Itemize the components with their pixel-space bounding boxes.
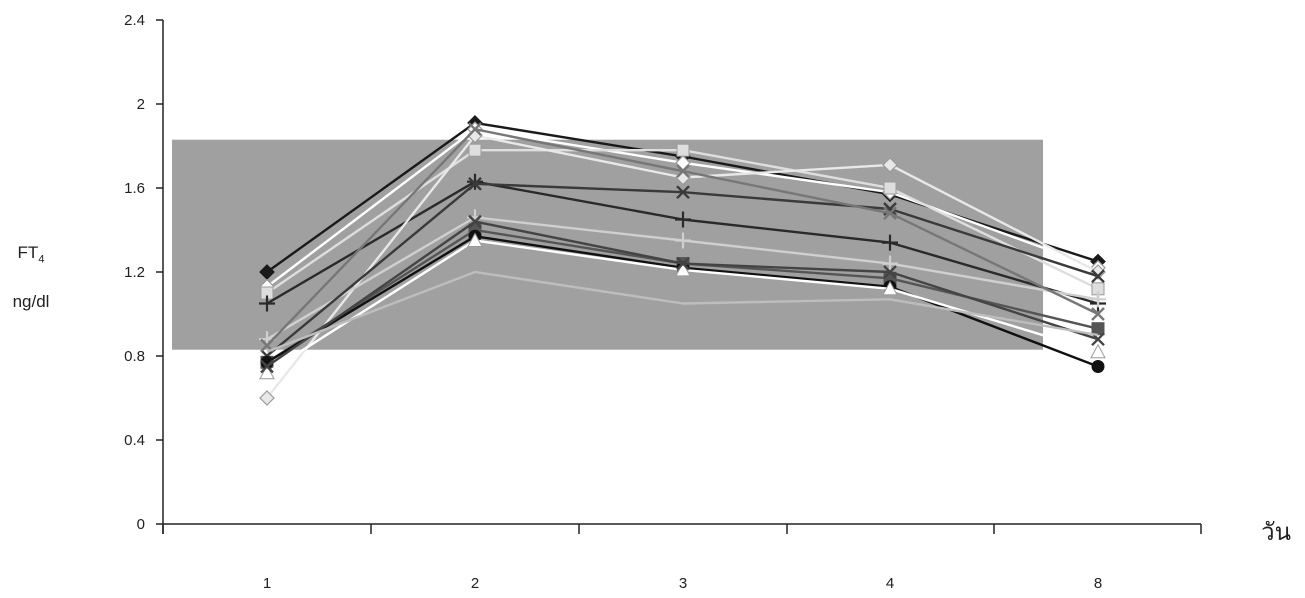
data-point [259,295,275,312]
y-tick-label: 0.4 [124,432,145,449]
data-point [467,232,483,247]
data-point [882,157,898,173]
data-point [675,211,691,228]
y-axis-label-ft4: FT4 [0,243,62,265]
data-point [675,261,691,277]
axes: 0 0.4 0.8 1.2 1.6 2 2.4 1 2 3 4 8 [124,12,1202,592]
data-point [260,359,274,374]
data-point [882,255,898,272]
data-point [468,143,482,157]
series-10 [259,232,1106,380]
series-11 [260,214,1105,374]
y-tick-label: 1.2 [124,264,145,281]
y-axis-label-main: FT [17,243,39,262]
data-point [259,390,275,406]
y-tick-label: 2 [137,96,145,113]
data-point [467,173,483,190]
data-point [676,185,690,200]
series-layer [259,115,1106,406]
y-tick-label: 2.4 [124,12,145,29]
x-tick-label: 4 [886,575,894,592]
data-point [1090,291,1106,308]
data-point [882,234,898,251]
x-tick-label: 1 [263,575,271,592]
data-point [676,164,690,179]
y-axis-label-unit: ng/dl [12,292,50,311]
x-axis-label: วัน [1261,518,1291,546]
series-13 [266,270,1099,353]
x-tick-label: 8 [1094,575,1102,592]
y-tick-label: 1.6 [124,180,145,197]
data-point [883,206,897,221]
y-tick-label: 0 [137,516,145,533]
data-point [259,364,275,380]
data-point [1091,322,1105,336]
data-point [468,122,482,137]
data-point [468,176,482,191]
data-point [882,280,898,296]
data-point [883,181,897,195]
y-tick-label: 0.8 [124,348,145,365]
data-point [676,143,690,157]
series-12 [260,122,1105,353]
data-point [676,256,690,271]
x-tick-label: 3 [679,575,687,592]
x-tick-label: 2 [471,575,479,592]
data-point [883,265,897,279]
y-axis-label-subscript: 4 [38,253,45,266]
data-point [1090,343,1106,359]
series-3 [260,143,1105,300]
data-point [1091,307,1105,321]
data-point [675,232,691,249]
data-point [1091,269,1105,284]
data-point [468,214,482,229]
data-point [1091,360,1105,373]
